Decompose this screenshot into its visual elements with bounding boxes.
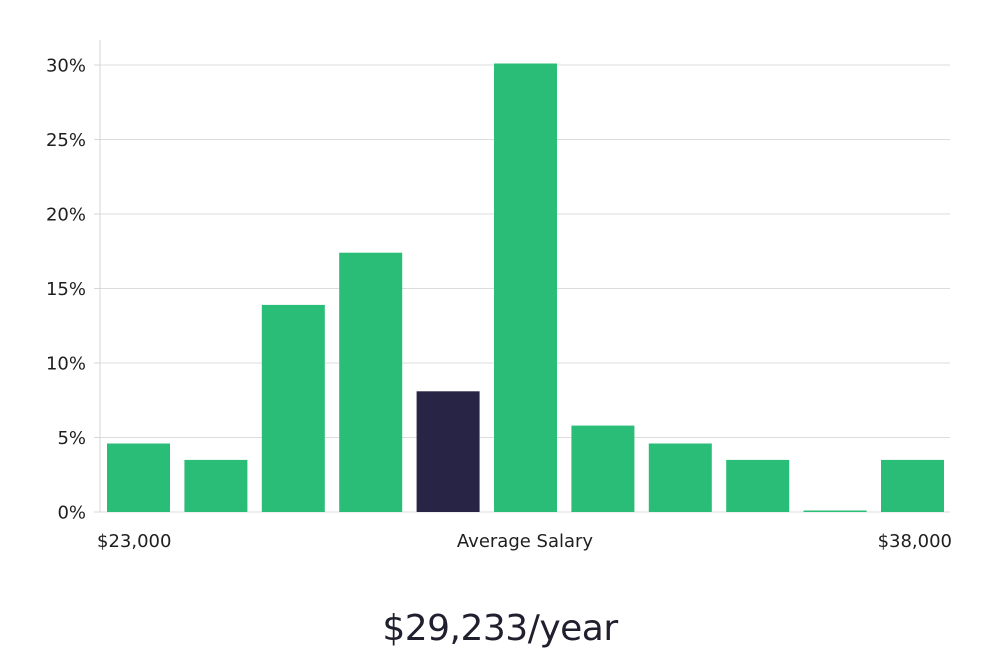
bar bbox=[184, 459, 248, 512]
ytick-label-20: 20% bbox=[46, 205, 86, 226]
ytick-label-5: 5% bbox=[57, 428, 86, 449]
bar bbox=[726, 459, 790, 512]
bar bbox=[571, 425, 635, 512]
bar bbox=[494, 63, 557, 512]
bars bbox=[107, 63, 944, 512]
ytick-label-10: 10% bbox=[46, 354, 86, 375]
bar bbox=[339, 252, 403, 512]
bar bbox=[803, 510, 867, 512]
y-axis-ticks: 0% 5% 10% 15% 20% 25% 30% bbox=[46, 56, 100, 524]
bar bbox=[261, 304, 325, 512]
ytick-label-0: 0% bbox=[57, 503, 86, 524]
average-salary-value: $29,233/year bbox=[382, 608, 618, 649]
bar bbox=[648, 443, 712, 512]
ytick-label-15: 15% bbox=[46, 279, 86, 300]
x-max-label: $38,000 bbox=[878, 531, 952, 552]
ytick-label-25: 25% bbox=[46, 130, 86, 151]
bar bbox=[107, 443, 170, 512]
ytick-label-30: 30% bbox=[46, 56, 86, 77]
bar-highlight bbox=[416, 391, 480, 512]
x-min-label: $23,000 bbox=[97, 531, 171, 552]
salary-histogram-chart: 0% 5% 10% 15% 20% 25% 30% $23,000 Average Sala… bbox=[46, 40, 952, 552]
x-axis-title: Average Salary bbox=[457, 531, 594, 552]
bar bbox=[881, 459, 944, 512]
